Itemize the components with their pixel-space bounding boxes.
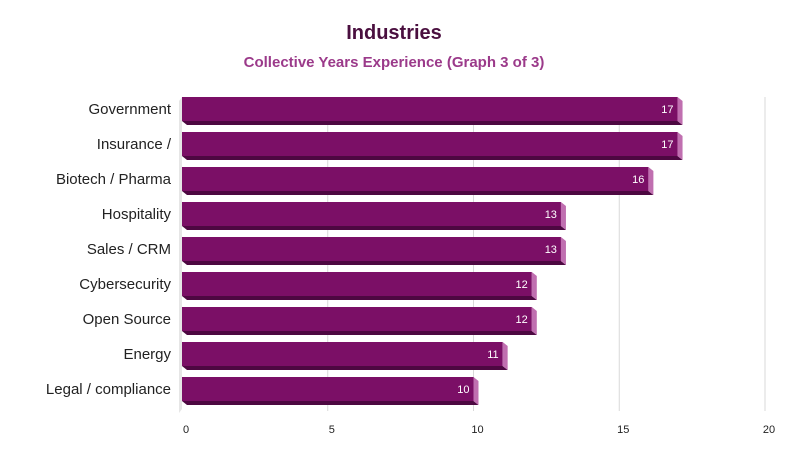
bar [182,272,532,296]
bar-data-label: 12 [516,314,528,326]
bar-side-face [677,132,683,160]
category-label: Energy [123,346,171,363]
bar-side-face [560,202,566,230]
bar [182,97,678,121]
category-label: Cybersecurity [79,276,171,293]
chart-subtitle: Collective Years Experience (Graph 3 of … [243,54,545,71]
x-tick-label: 15 [617,424,629,436]
bar-bottom-face [182,261,566,265]
bars: 17 17 16 13 13 12 12 11 10 [182,97,683,405]
bar-side-face [531,307,537,335]
bar-bottom-face [182,331,537,335]
chart-title: Industries [346,22,442,44]
bar-data-label: 12 [516,279,528,291]
bar-bottom-face [182,366,508,370]
x-tick-label: 0 [183,424,189,436]
bar [182,342,503,366]
x-tick-label: 10 [471,424,483,436]
bar [182,202,561,226]
bar-bottom-face [182,121,683,125]
bar-side-face [531,272,537,300]
x-tick-label: 20 [763,424,775,436]
bar-side-face [473,377,479,405]
bar-side-face [560,237,566,265]
bar [182,307,532,331]
bar-data-label: 17 [661,139,673,151]
bar-data-label: 11 [487,349,498,361]
bar-side-face [648,167,654,195]
x-tick-label: 5 [329,424,335,436]
bar-data-label: 13 [545,244,557,256]
x-axis-ticks: 0 5 10 15 20 [183,424,775,436]
bar [182,132,678,156]
bar-side-face [502,342,508,370]
bar-side-face [677,97,683,125]
bar-bottom-face [182,226,566,230]
category-label: Sales / CRM [87,241,171,258]
bar-data-label: 10 [457,384,469,396]
bar [182,167,649,191]
category-label: Hospitality [102,206,172,223]
bar [182,237,561,261]
bar-data-label: 16 [632,174,644,186]
category-label: Open Source [83,311,171,328]
bar [182,377,474,401]
category-label: Legal / compliance [46,381,171,398]
bar-data-label: 13 [545,209,557,221]
bar-bottom-face [182,296,537,300]
category-labels: Government Insurance / Biotech / Pharma Hos… [46,101,172,398]
plot-floor-edge [179,97,182,413]
category-label: Biotech / Pharma [56,171,172,188]
bar-bottom-face [182,401,479,405]
category-label: Government [88,101,171,118]
bar-bottom-face [182,156,683,160]
bar-data-label: 17 [661,104,673,116]
category-label: Insurance / [97,136,172,153]
bar-bottom-face [182,191,654,195]
